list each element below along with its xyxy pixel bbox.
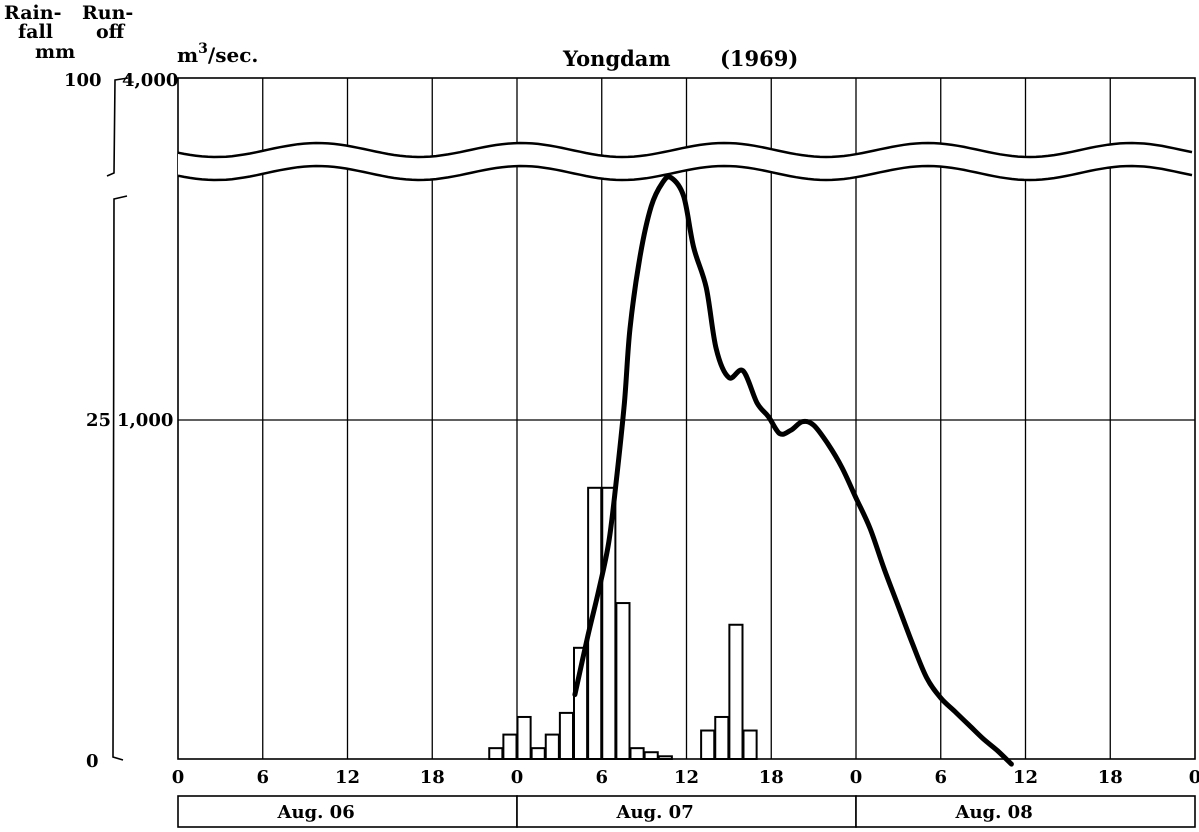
rainfall-bar: [488, 747, 504, 760]
break-wave-lower: [177, 164, 1193, 182]
rainfall-bar: [728, 623, 744, 760]
rain-tick-0: 0: [86, 751, 99, 772]
rain-tick-100: 100: [64, 70, 102, 91]
rainfall-axis-label-line1: Rain-: [4, 2, 61, 24]
runoff-axis-label-line1: Run-: [82, 2, 133, 24]
runoff-tick-4000: 4,000: [122, 70, 178, 91]
runoff-unit-exponent: 3: [198, 41, 208, 57]
date-box: [177, 795, 518, 828]
axis-break-bracket-lower: [112, 195, 128, 761]
rainfall-axis-label-line3: mm: [35, 41, 75, 63]
rainfall-bar: [615, 602, 631, 760]
x-tick-label: 6: [595, 767, 608, 788]
axis-break-band: [177, 141, 1193, 182]
x-tick-label: 18: [1098, 767, 1123, 788]
break-band-fill: [178, 143, 1192, 180]
rainfall-bar: [700, 729, 716, 760]
rainfall-bar: [516, 715, 532, 760]
rain-tick-25: 25: [86, 410, 111, 431]
runoff-unit-base: m: [177, 43, 198, 67]
rainfall-bar: [502, 733, 518, 760]
x-tick-label: 12: [335, 767, 360, 788]
axis-break-bracket-upper: [106, 77, 129, 177]
runoff-unit-suffix: /sec.: [208, 43, 258, 67]
rainfall-bar: [657, 755, 673, 761]
rainfall-bar: [558, 711, 574, 760]
x-tick-label: 18: [420, 767, 445, 788]
x-tick-label: 0: [172, 767, 185, 788]
rainfall-bar: [714, 715, 730, 760]
x-axis-ticks: 0 6 12 18 0 6 12 18 0 6 12 18 0: [172, 767, 1199, 788]
runoff-line: [572, 174, 1014, 767]
rainfall-bar: [530, 747, 546, 760]
date-label: Aug. 06: [277, 802, 355, 823]
runoff-unit-label: m3/sec.: [177, 41, 258, 67]
break-wave-upper: [177, 141, 1193, 159]
runoff-axis-label-line2: off: [96, 21, 126, 43]
rainfall-bar: [643, 751, 659, 760]
date-label-boxes: Aug. 06 Aug. 07 Aug. 08: [177, 795, 1196, 828]
rainfall-bars: [488, 486, 758, 761]
date-label: Aug. 07: [616, 802, 694, 823]
x-tick-label: 6: [256, 767, 269, 788]
rainfall-axis-label-line2: fall: [18, 21, 53, 43]
date-label: Aug. 08: [955, 802, 1033, 823]
x-tick-label: 18: [759, 767, 784, 788]
chart-year: (1969): [720, 46, 798, 71]
runoff-curve: [572, 174, 1014, 767]
chart-title: Yongdam: [562, 46, 671, 71]
x-tick-label: 0: [1189, 767, 1199, 788]
x-tick-label: 0: [850, 767, 863, 788]
rainfall-bar: [544, 733, 560, 760]
x-tick-label: 12: [1013, 767, 1038, 788]
rainfall-bar: [629, 747, 645, 760]
runoff-tick-1000: 1,000: [117, 410, 173, 431]
rainfall-bar: [742, 729, 758, 760]
x-tick-label: 0: [511, 767, 524, 788]
x-tick-label: 12: [674, 767, 699, 788]
date-box: [855, 795, 1196, 828]
x-tick-label: 6: [934, 767, 947, 788]
